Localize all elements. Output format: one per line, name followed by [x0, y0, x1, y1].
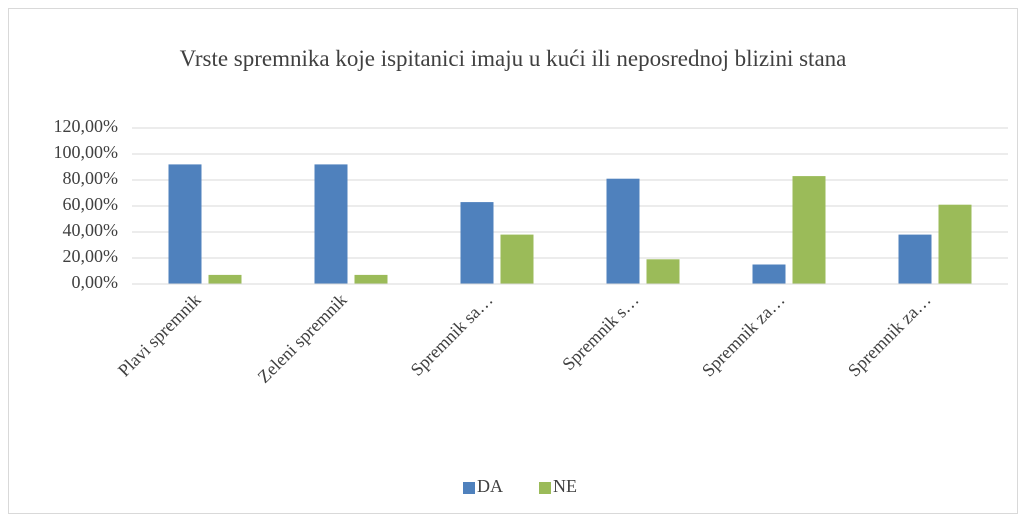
bar	[208, 274, 242, 284]
bar	[354, 274, 388, 284]
legend-swatch	[463, 482, 475, 494]
y-tick-label: 20,00%	[63, 246, 119, 266]
y-tick-label: 60,00%	[63, 194, 119, 214]
bar	[314, 164, 348, 284]
y-tick-label: 40,00%	[63, 220, 119, 240]
y-tick-label: 80,00%	[63, 168, 119, 188]
bar	[938, 204, 972, 284]
y-tick-label: 100,00%	[54, 142, 119, 162]
bar	[500, 234, 534, 284]
bar	[168, 164, 202, 284]
y-tick-label: 120,00%	[54, 116, 119, 136]
y-tick-label: 0,00%	[72, 272, 119, 292]
bar	[752, 264, 786, 284]
legend-label: NE	[553, 476, 577, 496]
bar	[606, 178, 640, 284]
legend-label: DA	[477, 476, 503, 496]
legend-swatch	[539, 482, 551, 494]
bar	[460, 202, 494, 284]
chart-title: Vrste spremnika koje ispitanici imaju u …	[179, 46, 847, 71]
bar	[646, 259, 680, 284]
bar	[898, 234, 932, 284]
bar	[792, 176, 826, 284]
